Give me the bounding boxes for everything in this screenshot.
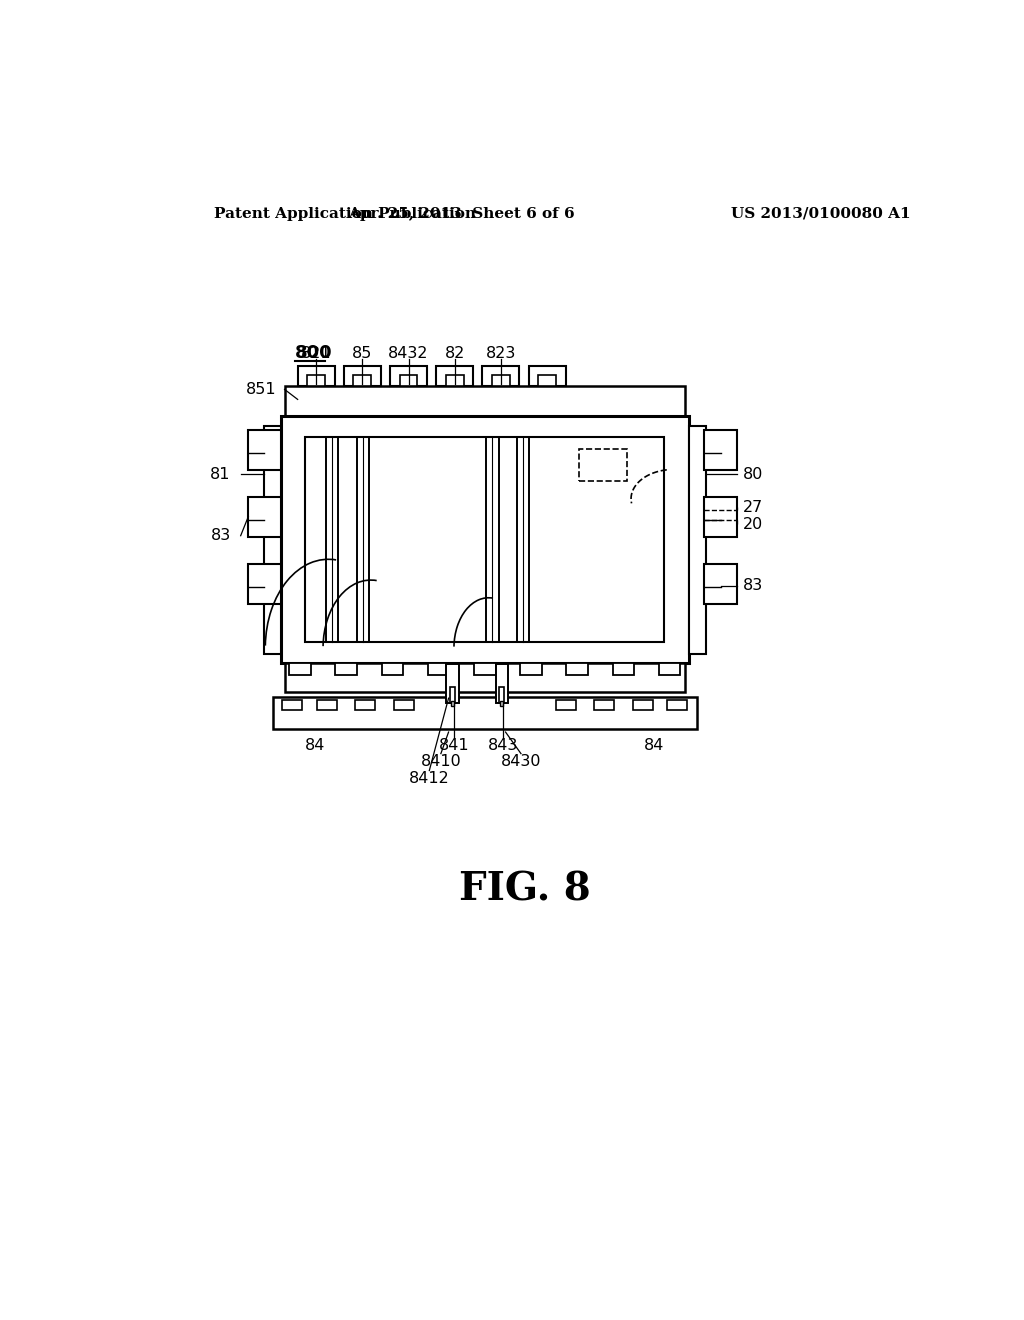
Text: 82: 82 xyxy=(444,346,465,360)
Bar xyxy=(474,663,496,675)
Bar xyxy=(336,663,357,675)
Bar xyxy=(283,700,302,710)
Text: FIG. 8: FIG. 8 xyxy=(459,871,591,909)
Text: 8412: 8412 xyxy=(409,771,450,785)
Text: Apr. 25, 2013  Sheet 6 of 6: Apr. 25, 2013 Sheet 6 of 6 xyxy=(348,207,574,220)
Bar xyxy=(689,425,706,653)
Text: 85: 85 xyxy=(352,346,373,360)
Bar xyxy=(566,663,588,675)
Bar xyxy=(668,700,687,710)
Bar xyxy=(445,375,464,385)
Bar xyxy=(249,498,281,537)
Bar xyxy=(394,700,414,710)
Bar xyxy=(316,700,337,710)
Text: 27: 27 xyxy=(742,500,763,515)
Text: 821: 821 xyxy=(301,346,332,360)
Bar xyxy=(344,367,381,385)
Bar xyxy=(428,663,450,675)
Bar xyxy=(298,367,335,385)
Text: 851: 851 xyxy=(246,381,276,397)
Bar xyxy=(633,700,652,710)
Bar xyxy=(353,375,372,385)
Text: 84: 84 xyxy=(644,738,665,754)
Bar xyxy=(528,367,565,385)
Text: 20: 20 xyxy=(742,516,763,532)
Bar xyxy=(496,664,508,702)
Bar xyxy=(390,367,427,385)
Bar xyxy=(594,700,614,710)
Bar xyxy=(273,697,696,729)
Text: 83: 83 xyxy=(742,578,763,593)
Bar xyxy=(658,663,680,675)
Bar xyxy=(285,663,685,692)
Bar xyxy=(249,564,281,605)
Bar xyxy=(500,701,503,706)
Text: 8432: 8432 xyxy=(388,346,429,360)
Bar xyxy=(305,437,665,642)
Text: 841: 841 xyxy=(438,738,469,754)
Bar xyxy=(612,663,634,675)
Bar xyxy=(520,663,542,675)
Text: 8430: 8430 xyxy=(501,754,542,768)
Bar xyxy=(451,701,454,706)
Bar xyxy=(355,700,376,710)
Text: US 2013/0100080 A1: US 2013/0100080 A1 xyxy=(731,207,910,220)
Text: 81: 81 xyxy=(210,466,230,482)
Text: 800: 800 xyxy=(295,345,332,362)
Bar xyxy=(705,564,736,605)
Bar xyxy=(264,425,281,653)
Bar xyxy=(281,416,689,663)
Text: 8410: 8410 xyxy=(421,754,461,768)
Bar xyxy=(249,430,281,470)
Bar xyxy=(500,688,504,702)
Bar xyxy=(285,385,685,416)
Text: 80: 80 xyxy=(742,466,763,482)
Bar xyxy=(382,663,403,675)
Bar xyxy=(289,663,310,675)
Bar xyxy=(705,498,736,537)
Bar xyxy=(307,375,325,385)
Text: 83: 83 xyxy=(210,528,230,544)
Text: 823: 823 xyxy=(485,346,516,360)
Bar xyxy=(451,688,455,702)
Bar xyxy=(399,375,418,385)
Text: 84: 84 xyxy=(305,738,326,754)
Bar xyxy=(539,375,556,385)
Bar xyxy=(436,367,473,385)
Bar xyxy=(705,430,736,470)
Bar xyxy=(482,367,519,385)
Bar xyxy=(556,700,575,710)
Text: 843: 843 xyxy=(488,738,518,754)
Bar xyxy=(493,375,510,385)
Text: Patent Application Publication: Patent Application Publication xyxy=(214,207,476,220)
Bar xyxy=(580,449,628,480)
Bar xyxy=(446,664,459,702)
